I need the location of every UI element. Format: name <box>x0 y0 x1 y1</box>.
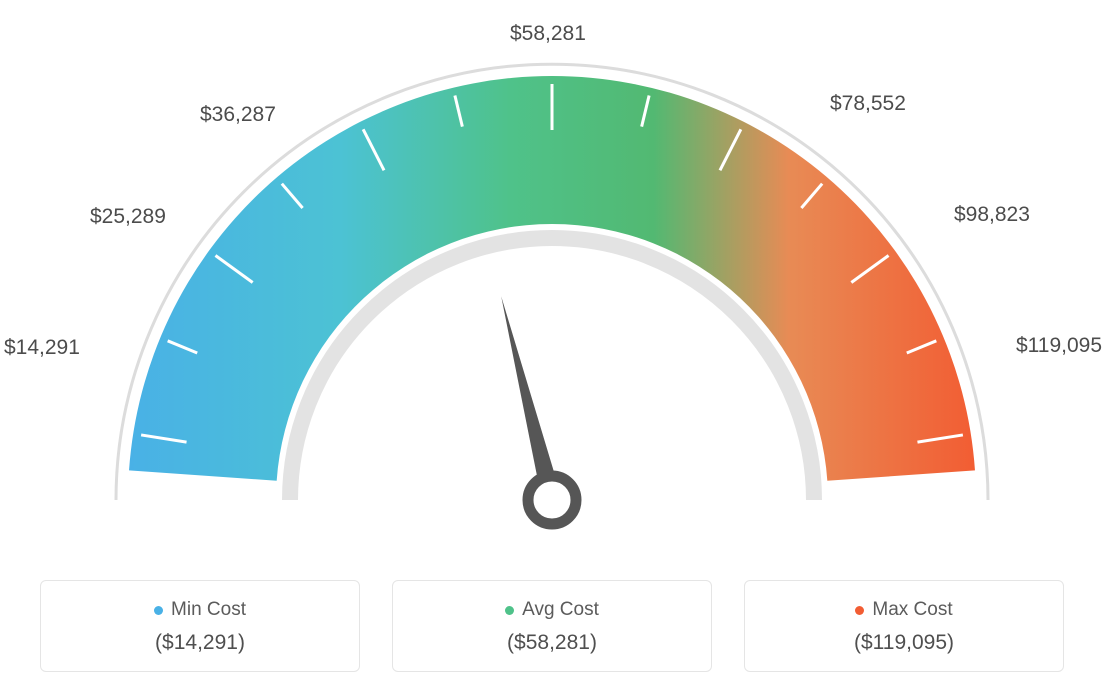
legend-value-max: ($119,095) <box>755 631 1053 655</box>
legend-card-avg: Avg Cost ($58,281) <box>392 580 712 672</box>
legend-card-max: Max Cost ($119,095) <box>744 580 1064 672</box>
dot-avg-icon <box>505 606 514 615</box>
legend-label-avg: Avg Cost <box>522 599 599 621</box>
gauge-svg <box>0 10 1104 570</box>
cost-gauge: $14,291 $25,289 $36,287 $58,281 $78,552 $98,8… <box>0 10 1104 570</box>
legend-label-max: Max Cost <box>872 599 952 621</box>
legend-value-min: ($14,291) <box>51 631 349 655</box>
gauge-scale-label-3: $58,281 <box>510 22 586 46</box>
gauge-hub <box>528 476 576 524</box>
legend-label-min: Min Cost <box>171 599 246 621</box>
legend-card-min: Min Cost ($14,291) <box>40 580 360 672</box>
legend-value-avg: ($58,281) <box>403 631 701 655</box>
dot-max-icon <box>855 606 864 615</box>
gauge-scale-label-4: $78,552 <box>830 92 906 116</box>
legend-title-avg: Avg Cost <box>505 599 599 621</box>
gauge-arc <box>129 76 975 481</box>
gauge-scale-label-5: $98,823 <box>954 203 1030 227</box>
dot-min-icon <box>154 606 163 615</box>
legend-title-max: Max Cost <box>855 599 952 621</box>
legend-row: Min Cost ($14,291) Avg Cost ($58,281) Ma… <box>40 580 1064 672</box>
gauge-scale-label-6: $119,095 <box>1016 334 1102 358</box>
gauge-scale-label-1: $25,289 <box>90 205 166 229</box>
gauge-scale-label-2: $36,287 <box>200 103 276 127</box>
legend-title-min: Min Cost <box>154 599 246 621</box>
gauge-scale-label-0: $14,291 <box>4 336 80 360</box>
